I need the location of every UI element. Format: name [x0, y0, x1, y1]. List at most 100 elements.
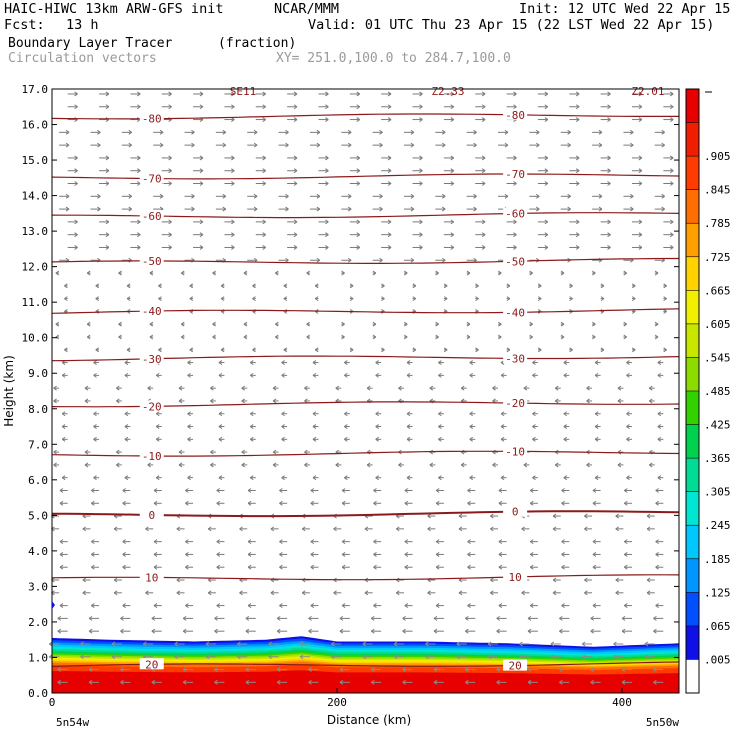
circulation-vector-head	[124, 424, 129, 429]
upper-strip-label: Z2.01	[631, 85, 664, 98]
circulation-vector-head	[475, 347, 479, 353]
circulation-vector-head	[575, 219, 580, 225]
circulation-vector-head	[661, 142, 665, 148]
circulation-vector-head	[646, 526, 651, 532]
circulation-vector-head	[481, 155, 486, 161]
circulation-vector-head	[607, 104, 611, 110]
circulation-vector-head	[544, 181, 549, 186]
circulation-vector-head	[105, 91, 110, 97]
circulation-vector-head	[314, 283, 319, 289]
circulation-vector-head	[410, 129, 415, 135]
colorbar-label: .725	[704, 251, 731, 264]
circulation-vector-head	[537, 347, 542, 353]
circulation-vector-head	[653, 615, 657, 621]
circulation-vector-head	[575, 104, 580, 110]
circulation-vector-head	[191, 193, 195, 199]
circulation-vector-head	[638, 219, 643, 225]
circulation-vector-head	[347, 257, 352, 263]
x-axis-title: Distance (km)	[327, 713, 411, 727]
circulation-vector-head	[560, 270, 565, 276]
circulation-vector-head	[281, 436, 285, 442]
circulation-vector-head	[316, 206, 321, 212]
circulation-vector-head	[544, 91, 549, 97]
circulation-vector-head	[344, 424, 348, 429]
circulation-vector-head	[212, 270, 216, 276]
circulation-vector-head	[214, 615, 218, 621]
circulation-vector-head	[560, 334, 565, 340]
circulation-vector-head	[623, 539, 628, 545]
circulation-vector-head	[65, 142, 70, 148]
circulation-vector-head	[404, 488, 409, 493]
circulation-vector-head	[487, 654, 492, 660]
circulation-vector-head	[347, 206, 352, 212]
circulation-vector-head	[466, 334, 471, 340]
circulation-vector-head	[481, 91, 486, 97]
circulation-vector-head	[638, 181, 643, 186]
contour-label: -20	[505, 397, 525, 410]
circulation-vector-head	[310, 603, 315, 609]
circulation-vector-head	[560, 321, 565, 327]
colorbar-layer: .005 .065 .125 .185 .245 .305 .365 .425 .485 .545…	[685, 88, 731, 694]
circulation-vector-head	[443, 283, 448, 289]
circulation-vector-head	[247, 488, 252, 493]
contour-label: 20	[509, 660, 522, 673]
circulation-vector-head	[310, 552, 315, 557]
circulation-vector-head	[370, 628, 375, 634]
circulation-vector-head	[243, 334, 248, 340]
circulation-vector-head	[669, 232, 674, 238]
temperature-contours-layer: 20 20 10 10 0 0 -10 -10 -20 -20 -30 -30 -40 -40 -50 -50…	[51, 85, 680, 673]
circulation-vector-head	[268, 654, 272, 660]
y-tick-label: 6.0	[28, 474, 48, 487]
y-tick-label: 4.0	[28, 545, 48, 558]
upper-strip-label: Z2.33	[431, 85, 464, 98]
circulation-vector-head	[373, 488, 377, 493]
circulation-vector-head	[498, 334, 502, 340]
contour-label-bg	[139, 254, 164, 266]
circulation-vector-head	[356, 219, 361, 225]
circulation-vector-head	[176, 590, 181, 596]
circulation-vector-head	[159, 142, 164, 148]
circulation-vector-head	[373, 564, 377, 570]
contour-label: -40	[142, 305, 162, 318]
circulation-vector-head	[199, 168, 204, 174]
circulation-vector-head	[218, 475, 223, 481]
circulation-vector-head	[86, 321, 91, 327]
circulation-vector-head	[654, 321, 659, 327]
circulation-vector-head	[331, 654, 335, 660]
circulation-vector-head	[506, 347, 511, 353]
circulation-vector-head	[638, 91, 643, 97]
circulation-vector-head	[276, 679, 281, 685]
circulation-vector-head	[527, 628, 532, 634]
circulation-vector-head	[592, 552, 597, 557]
circulation-vector-head	[283, 283, 288, 289]
circulation-vector-head	[419, 117, 423, 122]
contour-label-bg	[503, 352, 528, 364]
circulation-vector-head	[544, 117, 549, 122]
circulation-vector-head	[205, 641, 210, 647]
circulation-vector-head	[594, 360, 599, 365]
circulation-vector-head	[552, 526, 557, 532]
circulation-vector-head	[469, 475, 474, 481]
colorbar-label: .365	[704, 452, 731, 465]
circulation-vector-head	[74, 91, 78, 97]
circulation-vector-head	[441, 142, 446, 148]
circulation-vector-head	[403, 334, 408, 340]
circulation-vector-head	[590, 615, 595, 621]
circulation-vector-head	[53, 398, 57, 404]
circulation-vector-head	[646, 577, 651, 583]
circulation-vector-head	[532, 424, 536, 429]
circulation-vector-head	[212, 334, 216, 340]
circulation-vector-head	[91, 500, 95, 506]
circulation-vector-head	[419, 245, 423, 250]
circulation-vector-head	[159, 129, 164, 135]
circulation-vector-head	[638, 155, 643, 161]
circulation-vector-head	[155, 372, 160, 378]
circulation-vector-head	[153, 552, 158, 557]
circulation-vector-head	[592, 334, 596, 340]
circulation-vector-head	[563, 475, 568, 481]
circulation-vector-head	[249, 372, 254, 378]
circulation-vector-head	[381, 296, 385, 302]
circulation-vector-head	[241, 449, 246, 455]
colorbar-label: .485	[704, 385, 731, 398]
circulation-vector-head	[61, 436, 66, 442]
